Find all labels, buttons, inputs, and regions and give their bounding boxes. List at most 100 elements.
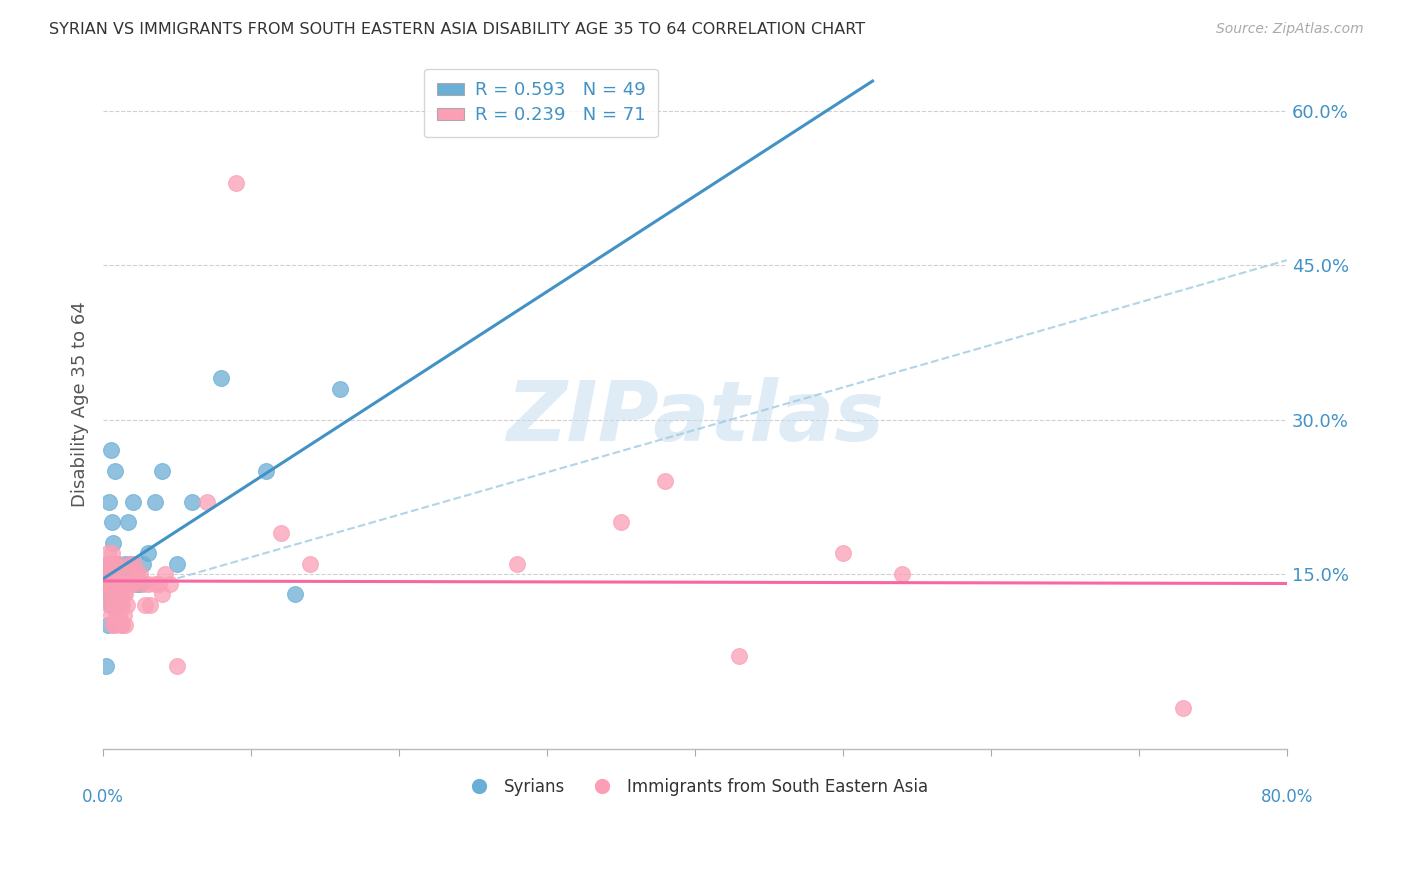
Point [103,618,125,632]
Point [127,566,149,581]
Point [728,649,751,664]
Point [166,659,188,673]
Point [104,618,127,632]
Point [506,557,529,571]
Point [107,566,129,581]
Point [107,557,129,571]
Point [107,598,129,612]
Point [132,557,155,571]
Point [94,587,117,601]
Point [100,557,122,571]
Point [101,577,124,591]
Point [97,618,120,632]
Point [115,598,138,612]
Point [211,371,233,385]
Point [98,495,121,509]
Point [122,557,145,571]
Point [101,516,124,530]
Point [134,598,156,612]
Point [107,598,129,612]
Point [114,557,136,571]
Point [97,557,120,571]
Point [98,577,121,591]
Text: 80.0%: 80.0% [1261,788,1313,805]
Point [108,587,131,601]
Point [103,577,125,591]
Point [1173,700,1195,714]
Point [104,557,127,571]
Point [111,577,134,591]
Point [143,577,166,591]
Y-axis label: Disability Age 35 to 64: Disability Age 35 to 64 [72,301,89,507]
Point [129,566,152,581]
Point [93,577,115,591]
Point [98,587,121,601]
Point [114,566,136,581]
Point [114,618,136,632]
Point [108,566,131,581]
Point [108,566,131,581]
Point [105,566,128,581]
Point [118,557,141,571]
Text: 0.0%: 0.0% [82,788,124,805]
Point [98,566,121,581]
Point [101,587,124,601]
Point [103,577,125,591]
Point [117,516,139,530]
Point [610,516,633,530]
Point [105,577,128,591]
Point [125,577,148,591]
Point [270,525,292,540]
Legend: Syrians, Immigrants from South Eastern Asia: Syrians, Immigrants from South Eastern A… [456,771,935,803]
Point [832,546,855,560]
Point [100,577,122,591]
Point [97,546,120,560]
Point [120,577,142,591]
Point [654,475,676,489]
Point [101,546,124,560]
Point [166,557,188,571]
Point [105,587,128,601]
Point [111,566,134,581]
Point [143,495,166,509]
Point [136,577,159,591]
Point [107,577,129,591]
Point [121,577,143,591]
Point [104,566,127,581]
Point [129,577,152,591]
Point [107,557,129,571]
Point [121,495,143,509]
Text: SYRIAN VS IMMIGRANTS FROM SOUTH EASTERN ASIA DISABILITY AGE 35 TO 64 CORRELATION: SYRIAN VS IMMIGRANTS FROM SOUTH EASTERN … [49,22,865,37]
Point [101,566,124,581]
Point [107,577,129,591]
Point [103,598,125,612]
Point [114,587,136,601]
Point [104,464,127,478]
Point [891,566,914,581]
Text: Source: ZipAtlas.com: Source: ZipAtlas.com [1216,22,1364,37]
Point [254,464,277,478]
Point [150,464,173,478]
Point [195,495,218,509]
Point [101,587,124,601]
Point [105,608,128,623]
Point [110,577,132,591]
Point [100,598,122,612]
Point [110,618,132,632]
Point [105,598,128,612]
Point [110,598,132,612]
Point [100,443,122,458]
Point [112,566,135,581]
Point [111,598,134,612]
Point [98,557,121,571]
Point [97,566,120,581]
Point [108,587,131,601]
Point [284,587,307,601]
Point [159,577,181,591]
Point [117,577,139,591]
Point [111,618,134,632]
Point [108,608,131,623]
Point [139,598,162,612]
Point [104,598,127,612]
Point [155,566,177,581]
